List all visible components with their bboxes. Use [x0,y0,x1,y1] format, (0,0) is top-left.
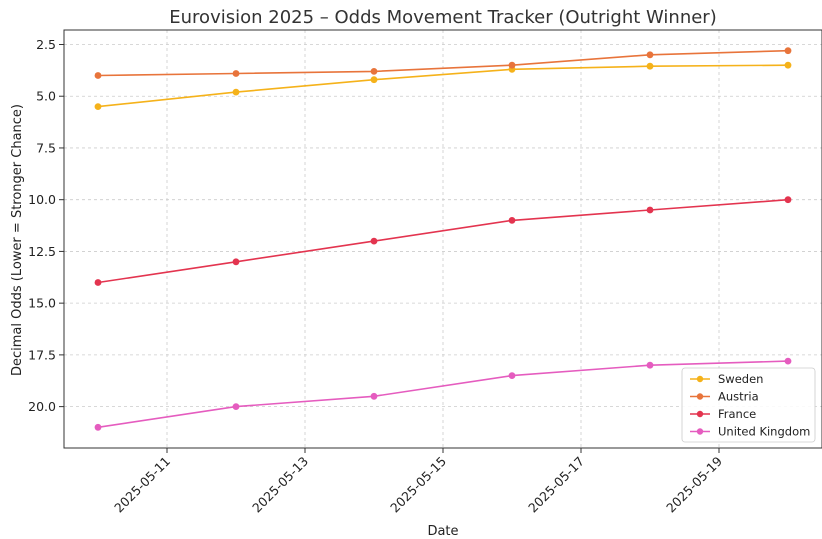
legend-entry: France [690,407,756,421]
y-axis-label: Decimal Odds (Lower = Stronger Chance) [10,104,25,376]
legend-label: France [718,407,756,421]
x-tick-label: 2025-05-11 [111,454,173,516]
y-tick-label: 20.0 [28,399,56,414]
x-tick-label: 2025-05-15 [387,454,449,516]
data-point [370,237,378,245]
x-axis-ticks: 2025-05-11 2025-05-13 2025-05-15 2025-05-17… [111,448,725,515]
x-tick-label: 2025-05-19 [663,453,725,515]
y-axis-ticks: 2.5 5.0 7.5 10.0 12.5 15.0 17.5 20.0 [28,37,64,414]
series-line [97,360,789,429]
data-point [784,196,792,204]
y-tick-label: 17.5 [28,347,56,362]
data-point [370,392,378,400]
data-point [508,61,516,69]
data-point [370,68,378,75]
data-point [232,88,240,96]
x-tick-label: 2025-05-13 [249,454,311,516]
data-point [784,47,792,55]
legend-label: Austria [718,390,759,404]
data-point [94,279,102,286]
chart-title: Eurovision 2025 – Odds Movement Tracker … [169,7,716,28]
legend-swatch-marker [696,393,704,400]
legend-entry: Austria [690,390,759,404]
data-point [94,72,102,79]
y-tick-label: 15.0 [28,296,56,311]
data-point [646,206,654,214]
legend-entry: Sweden [690,372,763,386]
data-point [370,76,378,84]
legend-box [681,367,816,443]
series-lines [94,47,792,431]
data-point [784,61,792,69]
y-tick-label: 10.0 [28,192,56,207]
series-line [97,64,789,108]
y-tick-label: 7.5 [36,140,56,155]
y-tick-label: 5.0 [36,89,56,104]
x-axis-label: Date [427,524,458,539]
legend: Sweden Austria France United Kingdom [681,367,816,443]
series-line [97,49,789,77]
y-tick-label: 12.5 [28,244,56,259]
data-point [232,403,240,410]
series-line [97,198,789,284]
y-tick-label: 2.5 [36,37,56,52]
legend-swatch-marker [696,410,704,418]
data-point [232,70,240,77]
data-point [508,372,516,379]
data-point [508,217,516,224]
x-tick-label: 2025-05-17 [525,454,587,516]
data-point [646,62,654,70]
legend-swatch-marker [696,428,704,435]
legend-label: Sweden [718,372,763,386]
data-point [94,103,102,110]
data-point [94,423,102,431]
series-sweden [94,61,792,110]
data-point [646,361,654,369]
series-united-kingdom [94,357,792,431]
series-france [94,196,792,286]
data-point [784,357,792,365]
legend-label: United Kingdom [718,425,810,439]
legend-entry: United Kingdom [690,425,810,439]
legend-swatch-marker [696,375,704,383]
data-point [232,258,240,266]
series-austria [94,47,792,79]
data-point [646,51,654,59]
